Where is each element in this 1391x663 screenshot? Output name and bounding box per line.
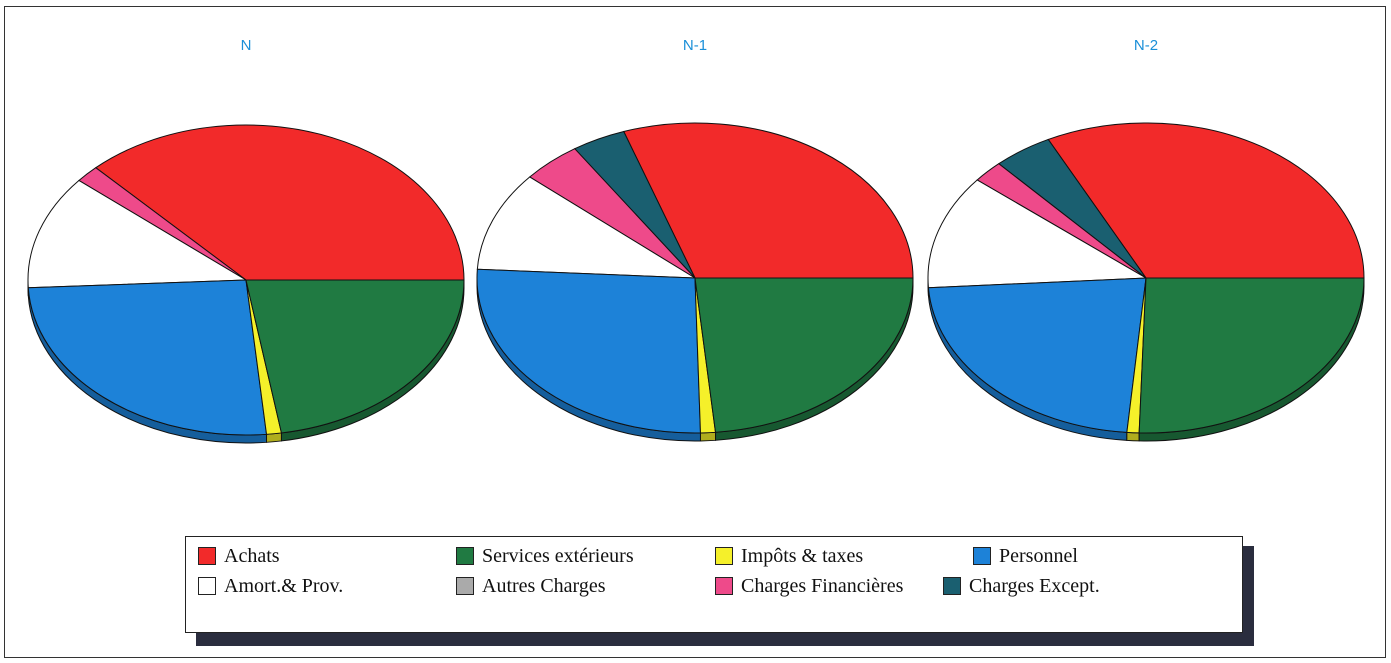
pie-slice-personnel (27, 279, 268, 436)
legend-label: Impôts & taxes (741, 544, 864, 567)
pie-slice-personnel (927, 277, 1147, 433)
legend-label: Achats (224, 544, 280, 567)
legend-swatch (943, 577, 961, 595)
legend-label: Personnel (999, 544, 1078, 567)
legend-item-achats: Achats (198, 544, 280, 568)
legend-item-charges-except: Charges Except. (943, 574, 1100, 598)
pie-title-n-1: N-1 (683, 37, 707, 54)
legend-label: Autres Charges (482, 574, 606, 597)
pie-chart-n-1 (476, 122, 914, 442)
pie-chart-n-2 (927, 122, 1365, 442)
legend-swatch (715, 547, 733, 565)
pie-side-impots-taxes (1126, 431, 1140, 442)
legend-item-personnel: Personnel (973, 544, 1078, 568)
legend: Achats Services extérieurs Impôts & taxe… (185, 536, 1243, 633)
pie-slice-services-exterieurs (245, 279, 465, 434)
legend-item-services-exterieurs: Services extérieurs (456, 544, 634, 568)
pie-slice-amort-prov (27, 179, 248, 289)
legend-label: Services extérieurs (482, 544, 634, 567)
legend-item-autres-charges: Autres Charges (456, 574, 606, 598)
pie-side-impots-taxes (699, 431, 717, 442)
pie-slice-amort-prov (476, 176, 697, 279)
pie-slice-personnel (476, 268, 701, 434)
pie-slice-achats (623, 122, 914, 279)
legend-swatch (456, 547, 474, 565)
pie-slice-achats (94, 124, 465, 281)
legend-swatch (198, 577, 216, 595)
pie-chart-n (27, 124, 465, 444)
pie-slice-amort-prov (927, 179, 1148, 289)
legend-item-charges-financieres: Charges Financières (715, 574, 903, 598)
legend-swatch (715, 577, 733, 595)
legend-item-impots-taxes: Impôts & taxes (715, 544, 863, 568)
legend-label: Amort.& Prov. (224, 574, 344, 597)
pie-slice-achats (1047, 122, 1365, 279)
legend-item-amort-prov: Amort.& Prov. (198, 574, 343, 598)
legend-swatch (198, 547, 216, 565)
pie-slice-services-exterieurs (694, 277, 914, 433)
legend-swatch (456, 577, 474, 595)
pie-title-n: N (241, 37, 252, 54)
pie-slice-services-exterieurs (1138, 277, 1365, 434)
legend-label: Charges Financières (741, 574, 904, 597)
legend-label: Charges Except. (969, 574, 1100, 597)
legend-swatch (973, 547, 991, 565)
pie-title-n-2: N-2 (1134, 37, 1158, 54)
chart-frame (4, 6, 1386, 658)
